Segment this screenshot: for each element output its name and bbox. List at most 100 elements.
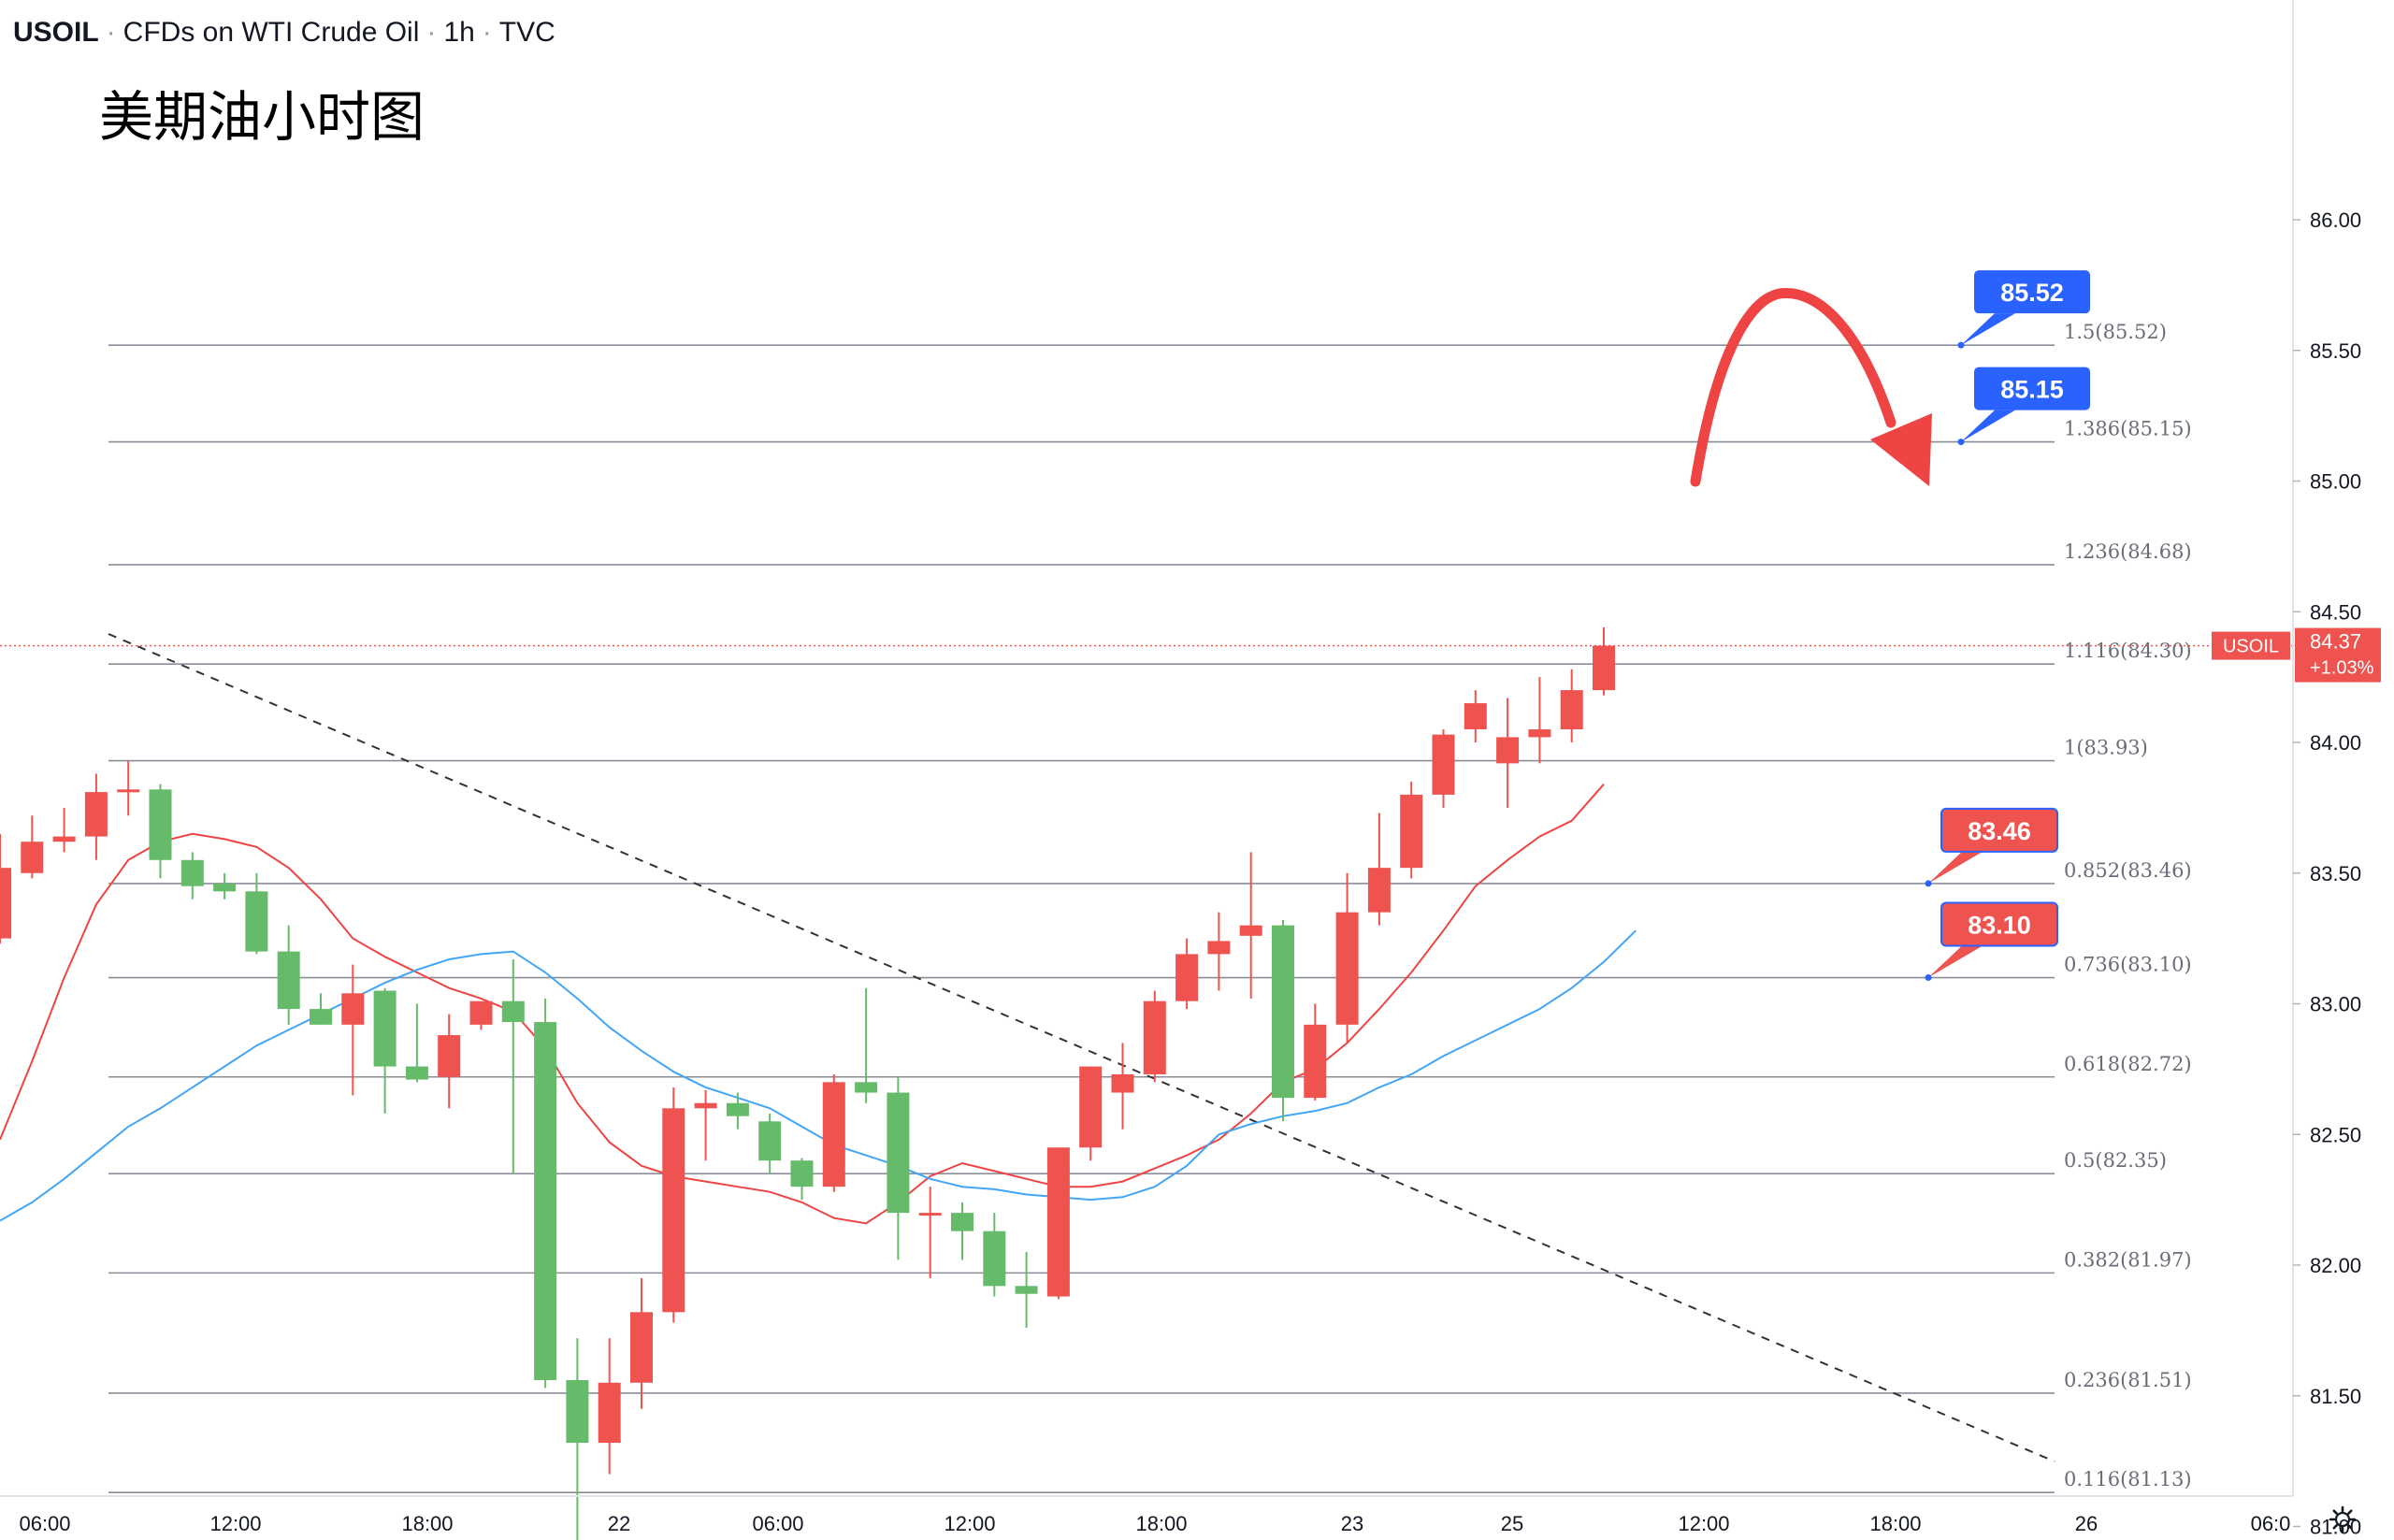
candle-body [149, 789, 172, 860]
candle-body [341, 993, 365, 1025]
header-separator: · [482, 17, 492, 48]
candle [566, 1338, 589, 1540]
time-axis-label: 06:00 [752, 1512, 803, 1535]
candle [1239, 852, 1262, 999]
price-axis-label: 82.00 [2310, 1254, 2361, 1277]
candle [1207, 912, 1231, 991]
fibonacci-retracement[interactable]: 1.5(85.52) 1.386(85.15) 1.236(84.68) 1.116(… [108, 321, 2192, 1540]
callout-pointer [1928, 851, 1983, 884]
time-axis-label: 12:00 [209, 1512, 261, 1535]
fib-level-label: 1.5(85.52) [2064, 321, 2167, 343]
candle-body [1272, 925, 1294, 1099]
candle-body [566, 1379, 589, 1444]
header-separator: · [106, 17, 116, 48]
price-tag-symbol: USOIL [2223, 637, 2279, 657]
fib-level-label: 0.5(82.35) [2064, 1149, 2167, 1172]
candle [1560, 669, 1583, 742]
candle-body [469, 1000, 493, 1025]
candle-body [84, 792, 108, 837]
candle-body [52, 836, 76, 842]
price-callout[interactable]: 83.10 [1925, 901, 2058, 982]
price-axis-label: 83.50 [2310, 862, 2361, 885]
moving-average-blue-line [0, 929, 1637, 1222]
forecast-arrow-icon[interactable] [1690, 288, 1896, 487]
symbol-label[interactable]: USOIL [13, 17, 99, 48]
price-callout[interactable]: 85.52 [1957, 270, 2091, 349]
candle [630, 1277, 653, 1409]
price-axis[interactable]: 86.00 85.50 85.00 84.50 84.00 83.50 83.00 82.50… [2293, 209, 2361, 1539]
fib-level-label: 1(83.93) [2064, 737, 2148, 759]
fib-level-label: 1.116(84.30) [2064, 640, 2192, 662]
header-separator: · [426, 17, 437, 48]
exchange-label: TVC [498, 17, 555, 48]
callout-anchor [1957, 341, 1965, 349]
candle-body [1046, 1147, 1070, 1297]
price-callout[interactable]: 85.15 [1957, 367, 2091, 446]
candle [758, 1113, 782, 1174]
price-tag-symbol-bg [2212, 631, 2290, 660]
candle-body [0, 868, 11, 939]
candle [1400, 781, 1423, 879]
current-price-tag: USOIL 84.37 +1.03% [2212, 627, 2381, 683]
time-axis[interactable]: 06:00 12:00 18:00 22 06:00 12:00 18:00 23 25 12:0… [0, 1495, 2293, 1535]
candle-body [694, 1102, 717, 1109]
candle-body [855, 1082, 878, 1093]
candle-body [1560, 690, 1583, 730]
candle-body [1175, 954, 1199, 1001]
candle-body [1143, 1000, 1166, 1074]
candle-body [822, 1082, 845, 1187]
candle-body [310, 1009, 332, 1025]
callout-pointer [1961, 410, 2015, 442]
candle-body [1207, 941, 1231, 955]
callout-anchor [1957, 439, 1965, 446]
candle-body [405, 1066, 428, 1080]
moving-average-red-line [0, 784, 1605, 1225]
callout-value: 83.10 [1968, 912, 2031, 940]
candle-body [1367, 868, 1391, 913]
candlestick-series [0, 627, 1615, 1540]
interval-label[interactable]: 1h [443, 17, 475, 48]
time-axis-label: 18:00 [1135, 1512, 1187, 1535]
candle-body [598, 1382, 621, 1444]
callout-pointer [1961, 313, 2015, 346]
time-axis-label: 12:00 [1678, 1512, 1729, 1535]
candle-body [887, 1092, 910, 1214]
time-axis-label: 22 [608, 1512, 630, 1535]
candle [117, 760, 140, 816]
candle [1304, 1003, 1327, 1101]
candle-body [213, 883, 237, 892]
candle-body [277, 951, 300, 1010]
callout-anchor [1925, 880, 1932, 887]
candle-body [117, 789, 140, 793]
candle-body [726, 1102, 749, 1116]
callout-box [1974, 367, 2090, 410]
price-callout[interactable]: 83.46 [1925, 807, 2058, 887]
candle-body [438, 1035, 461, 1077]
time-axis-label: 12:00 [944, 1512, 995, 1535]
price-axis-label: 82.50 [2310, 1123, 2361, 1146]
candle [405, 1003, 428, 1083]
trend-line[interactable] [108, 633, 2055, 1462]
price-axis-label: 84.00 [2310, 731, 2361, 755]
annotation-title: 美期油小时图 [99, 85, 425, 149]
candle [52, 807, 76, 853]
price-tag-bg [2295, 627, 2381, 683]
candle-body [630, 1312, 653, 1383]
settings-gear-icon[interactable] [2329, 1505, 2357, 1533]
callout-value: 85.15 [2000, 376, 2064, 404]
candle-body [1015, 1286, 1038, 1294]
candle-body [1304, 1024, 1327, 1099]
candle-body [1464, 703, 1487, 730]
callout-box [1974, 270, 2090, 314]
fib-level-label: 1.236(84.68) [2064, 540, 2192, 563]
candle [1079, 1066, 1103, 1161]
candle [1464, 690, 1487, 742]
fib-level-label: 0.382(81.97) [2064, 1248, 2192, 1271]
candle-body [534, 1022, 557, 1380]
candle [1015, 1252, 1038, 1329]
candle-body [983, 1231, 1006, 1287]
candle [245, 872, 268, 955]
time-axis-label: 23 [1341, 1512, 1363, 1535]
price-callouts[interactable]: 85.52 85.15 83.46 83.10 [1925, 270, 2091, 982]
